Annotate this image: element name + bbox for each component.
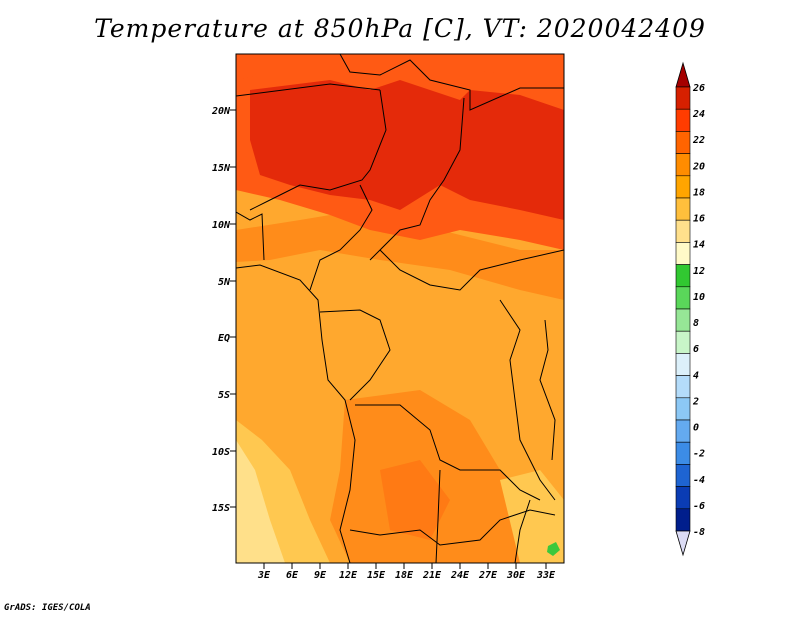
lon-label: 30E [506,570,526,581]
colorbar-label: -6 [693,501,705,512]
colorbar-swatch [675,464,691,487]
lon-label: 33E [536,570,556,581]
lat-axis: 20N 15N 10N 5N EQ 5S 10S 15S [211,106,236,514]
colorbar-label: 26 [692,83,705,94]
lon-label: 27E [478,570,498,581]
colorbar-swatch [675,308,691,332]
colorbar-top-arrow [675,61,691,88]
lat-label: 5N [218,277,231,288]
colorbar-swatch [675,330,691,354]
colorbar-label: 4 [693,370,699,381]
colorbar-swatch [675,486,691,510]
colorbar-swatch [675,375,691,399]
border-niger-chad [249,89,387,211]
lon-label: 6E [286,570,299,581]
colorbar-swatch [675,441,691,465]
lon-label: 18E [395,570,414,581]
border-east-edge [539,319,556,461]
border-benin-nigeria [236,211,265,261]
lon-label: 9E [314,570,327,581]
border-chad-sudan [369,97,465,261]
colorbar-swatch [675,508,691,532]
colorbar-swatch [675,219,691,243]
lon-label: 3E [257,570,271,581]
colorbar-label: 22 [692,135,705,146]
colorbar-label: 20 [692,161,705,172]
colorbar-label: -2 [693,449,705,460]
map-frame [235,53,565,564]
colorbar-swatch [675,197,691,221]
lat-label: 15N [212,163,231,174]
field-pale-southeast [500,470,564,563]
colorbar-label: 16 [693,214,705,225]
colorbar-label: 14 [693,240,705,251]
colorbar-swatch [675,242,691,265]
colorbar-label: 2 [692,396,699,407]
border-car-south [379,249,564,291]
border-north [339,54,564,111]
field-hot-north [250,80,564,220]
field-paleyellow-southwest [236,440,285,563]
lat-label: 10S [212,447,230,458]
grads-credit: GrADS: IGES/COLA [4,603,91,613]
border-mozambique [514,499,531,563]
border-angola-zambia [355,404,541,501]
lat-label: 20N [211,106,231,117]
colorbar-label: 10 [693,292,705,303]
lat-label: 10N [212,220,231,231]
lat-label: EQ [218,333,230,344]
coastline-west [236,264,356,563]
map-title: Temperature at 850hPa [C], VT: 202004240… [94,14,706,43]
lat-label: 5S [218,390,230,401]
colorbar-swatch [675,286,691,310]
colorbar-label: 24 [692,109,705,120]
border-cameroon [309,184,373,291]
border-niger-north [236,83,381,97]
colorbar-label: 12 [693,266,705,277]
country-borders [236,54,564,563]
colorbar-swatch [675,108,691,132]
border-gabon-congo [319,309,391,401]
colorbar-swatch [675,264,691,288]
lon-label: 12E [339,570,358,581]
field-green-patch [547,542,560,556]
border-southern [349,509,556,546]
lon-label: 15E [367,570,386,581]
border-east-lakes [499,299,556,501]
colorbar-label: 8 [693,318,699,329]
colorbar-label: 6 [693,344,699,355]
lon-label: 24E [450,570,470,581]
colorbar-swatch [675,153,691,177]
colorbar-swatch [675,397,691,421]
lat-label: 15S [212,503,230,514]
colorbar-label: -8 [693,527,705,538]
colorbar-label: 18 [693,187,705,198]
colorbar-swatch [675,353,691,376]
field-warm-top [236,54,564,80]
colorbar-bottom-arrow [675,530,691,557]
colorbar-label: -4 [693,475,705,486]
colorbar-swatch [675,175,691,199]
colorbar-label: 0 [693,423,699,434]
border-zambia-west [435,469,441,563]
colorbar-swatch [675,419,691,443]
colorbar-swatch [675,86,691,110]
field-orange-deep-south [380,460,450,540]
colorbar-swatch [675,131,691,154]
field-orange-band [236,210,564,300]
temperature-field [236,54,564,563]
lon-label: 21E [422,570,442,581]
lon-axis: 3E 6E 9E 12E 15E 18E 21E 24E 27E 30E 33E [257,563,556,581]
